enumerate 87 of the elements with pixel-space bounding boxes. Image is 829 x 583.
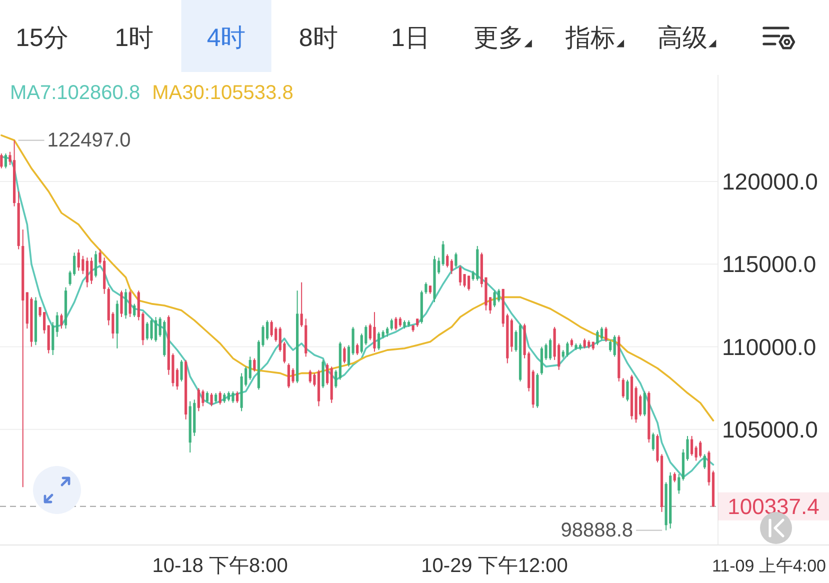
category-label: 高级◢: [657, 24, 716, 52]
candlestick: [180, 359, 183, 382]
candlestick: [56, 312, 58, 338]
candlestick: [82, 255, 84, 275]
candlestick: [124, 288, 128, 320]
candlestick: [643, 390, 646, 417]
candlestick: [90, 257, 93, 284]
candlestick: [274, 326, 278, 342]
candlestick: [223, 392, 226, 404]
candlestick: [398, 316, 402, 328]
candlestick: [77, 248, 80, 272]
candlestick: [699, 440, 702, 458]
candlestick: [622, 378, 624, 398]
candlestick: [334, 369, 338, 389]
candlestick: [236, 390, 239, 404]
candlestick: [596, 330, 599, 346]
candlestick: [678, 473, 680, 494]
candlestick: [394, 316, 398, 331]
candlestick: [458, 265, 462, 286]
candlestick: [206, 390, 209, 404]
candlestick: [146, 321, 149, 341]
text: MA7:102860.8: [10, 82, 140, 104]
annotation: 98888.8: [560, 519, 634, 542]
candlestick: [214, 392, 218, 404]
candlestick: [424, 282, 428, 294]
candlestick: [566, 341, 569, 358]
y-tick-label: 105000.0: [722, 416, 818, 442]
candlestick: [300, 282, 303, 328]
category-label: 1时: [114, 24, 154, 52]
candlestick: [454, 252, 458, 268]
candlestick: [270, 320, 273, 338]
candlestick: [694, 445, 698, 462]
candlestick: [442, 240, 444, 266]
candlestick: [626, 379, 629, 402]
candlestick: [583, 338, 586, 349]
candlestick: [154, 316, 158, 342]
candlestick: [128, 290, 132, 318]
candlestick: [703, 454, 706, 470]
candlestick: [548, 338, 552, 360]
y-tick-label: 110000.0: [722, 334, 816, 360]
candlestick: [690, 435, 694, 456]
text: MA30:105533.8: [152, 82, 294, 104]
x-tick-label: 10-29 下午12:00: [421, 555, 568, 577]
candlestick: [390, 318, 393, 331]
candlestick: [652, 432, 654, 452]
candlestick: [287, 362, 290, 389]
candlestick: [326, 362, 329, 386]
candlestick: [202, 389, 204, 407]
candlestick: [446, 254, 449, 268]
candlestick: [450, 258, 453, 275]
candlestick: [218, 390, 222, 406]
candlestick: [377, 331, 380, 351]
candlestick: [373, 312, 376, 352]
candlestick: [343, 346, 346, 364]
category-label: 更多◢: [473, 24, 532, 52]
candlestick: [266, 320, 269, 341]
candlestick: [210, 392, 213, 407]
candlestick: [150, 318, 153, 341]
candlestick: [248, 356, 252, 380]
category-label: 指标◢: [564, 24, 624, 52]
y-tick-label: 120000.0: [722, 168, 818, 195]
y-tick-label: 115000.0: [722, 251, 816, 278]
candlestick: [356, 342, 359, 356]
candlestick: [493, 290, 496, 308]
candlestick: [673, 472, 676, 483]
annotation: 122497.0: [47, 129, 131, 152]
candlestick: [4, 152, 8, 169]
candlestick: [60, 313, 63, 330]
category-label: 4时: [206, 24, 246, 52]
candlestick: [386, 326, 389, 338]
candlestick: [0, 152, 3, 169]
category-label: 8时: [298, 24, 338, 52]
candlestick: [604, 326, 608, 342]
category-label: 15分: [16, 24, 68, 52]
candlestick: [120, 290, 123, 318]
category-label: 1日: [391, 24, 430, 52]
candlestick: [609, 340, 612, 352]
candlestick: [133, 303, 136, 318]
candlestick: [253, 358, 256, 372]
candlestick: [94, 250, 98, 278]
candlestick: [600, 326, 604, 341]
candlestick: [613, 334, 616, 358]
candlestick: [292, 368, 294, 384]
candlestick: [232, 390, 234, 404]
x-tick-label: 11-09 上午4:00: [712, 556, 826, 576]
x-tick-label: 10-18 下午8:00: [152, 555, 288, 577]
ref-line-label: 100337.4: [728, 494, 820, 519]
